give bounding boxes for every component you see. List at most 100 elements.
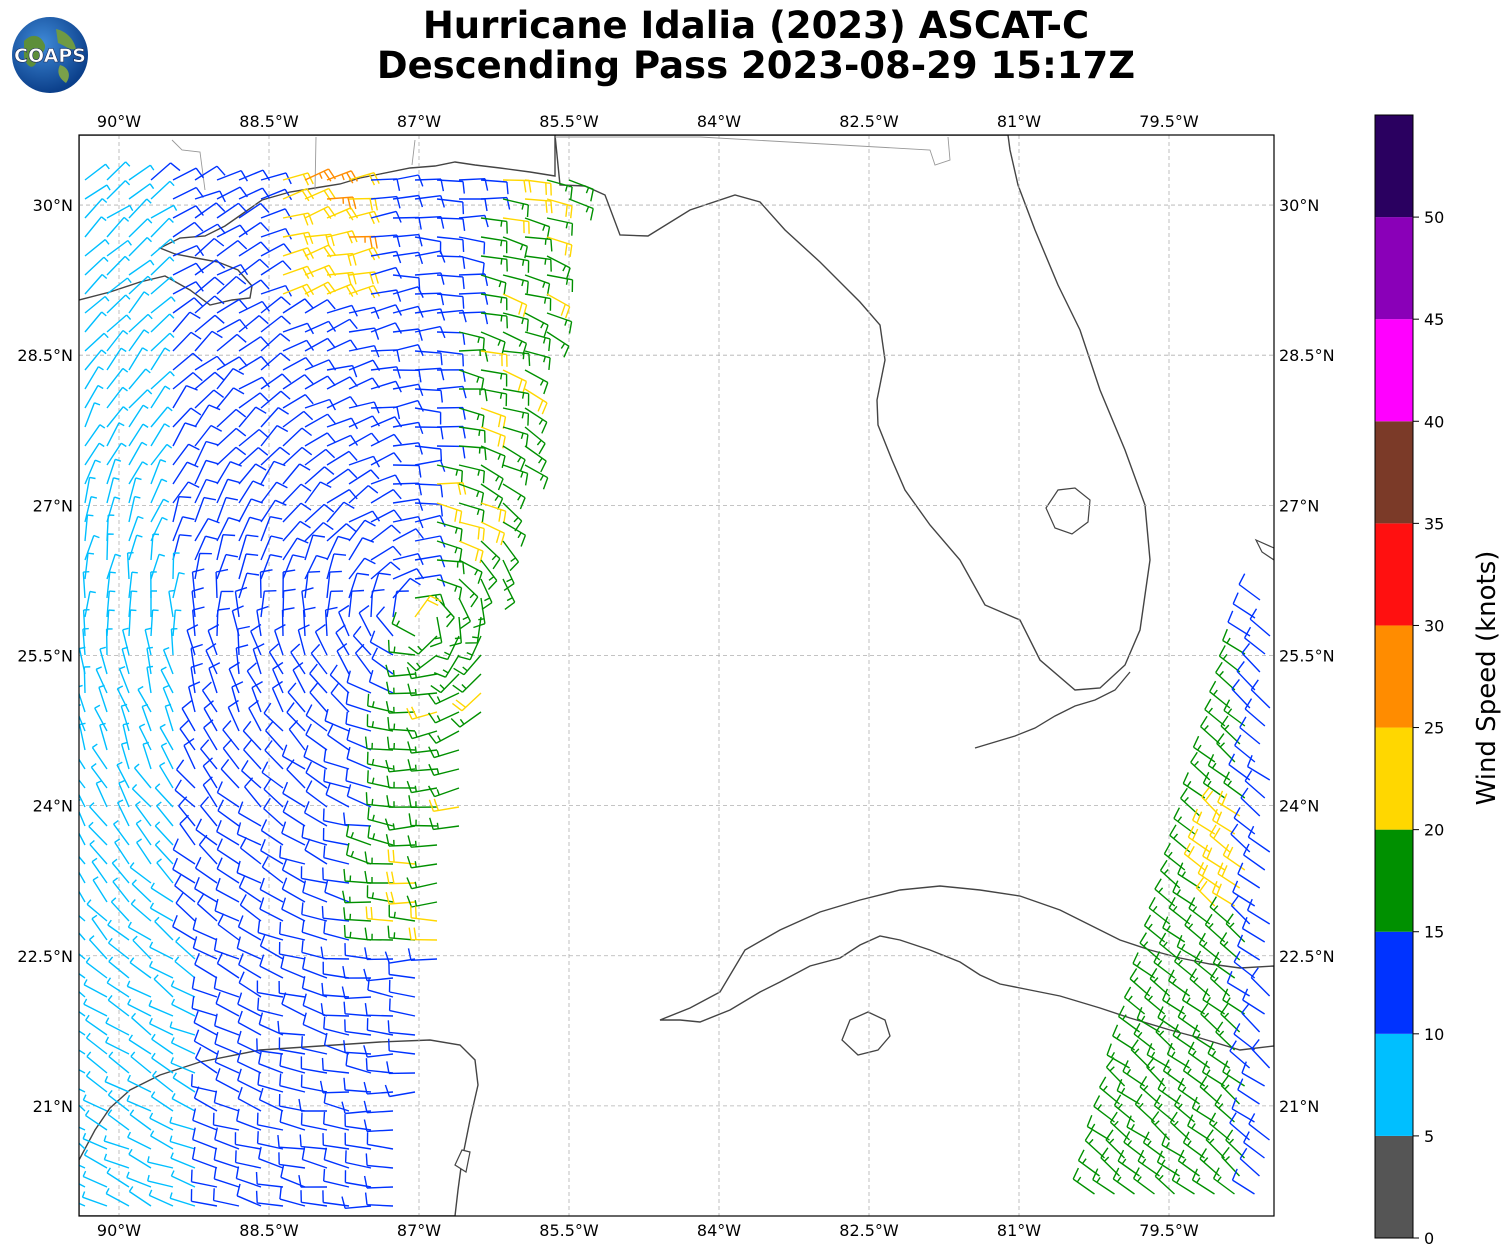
wind-barb [1244, 770, 1266, 799]
wind-barb [392, 216, 422, 230]
wind-barb [160, 742, 174, 770]
wind-barb [216, 478, 240, 504]
wind-barb [326, 170, 359, 184]
wind-barb [436, 217, 466, 231]
wind-barb [216, 202, 248, 219]
wind-barb [524, 331, 551, 352]
wind-barb [546, 312, 573, 334]
wind-barb [126, 552, 134, 580]
wind-barb [348, 432, 380, 447]
wind-barb [480, 559, 498, 590]
wind-barb [407, 948, 438, 961]
wind-barb [414, 535, 446, 548]
wind-barb [370, 509, 402, 523]
wind-barb [458, 559, 483, 584]
wind-barb [149, 1112, 174, 1131]
wind-barb [79, 855, 86, 865]
wind-barb [458, 635, 482, 661]
x-tick-label-top: 84°W [697, 112, 741, 131]
wind-barb [348, 557, 376, 580]
wind-barb [278, 1152, 306, 1169]
wind-barb [192, 1108, 218, 1131]
wind-barb [238, 498, 263, 523]
wind-barb [326, 468, 358, 485]
wind-barb [194, 259, 226, 276]
wind-barb [216, 367, 245, 390]
wind-barb [459, 198, 488, 212]
wind-barb [79, 1164, 86, 1169]
wind-barb [170, 1170, 196, 1188]
wind-barb [280, 956, 306, 979]
wind-barb [260, 284, 293, 297]
y-tick-label-right: 27°N [1279, 496, 1319, 515]
wind-barb [387, 717, 416, 732]
wind-barb [1200, 1003, 1221, 1033]
wind-barb [370, 349, 401, 362]
wind-barb [84, 496, 98, 523]
wind-barb [216, 333, 247, 352]
wind-barb [300, 1036, 328, 1055]
wind-barb [392, 383, 424, 397]
wind-barb [171, 998, 196, 1017]
wind-barb [216, 496, 239, 523]
wind-barb [364, 851, 394, 865]
wind-barb [414, 388, 443, 403]
wind-barb [104, 1075, 130, 1093]
wind-barb [305, 723, 328, 751]
wind-barb [458, 445, 487, 461]
wind-barb [429, 616, 443, 648]
wind-barb [300, 1112, 328, 1131]
wind-barb [408, 635, 438, 655]
x-tick-label-bottom: 90°W [97, 1221, 141, 1240]
wind-barb [237, 1068, 262, 1093]
wind-barb [257, 1072, 284, 1093]
wind-barb [367, 807, 394, 827]
wind-barb [282, 502, 312, 523]
wind-barb [222, 738, 240, 770]
wind-barb [348, 519, 376, 542]
wind-barb [1153, 1094, 1175, 1123]
wind-barb [458, 597, 472, 629]
wind-barb [127, 998, 152, 1017]
wind-barb [1093, 1095, 1115, 1123]
wind-barb [436, 521, 463, 542]
wind-barb [414, 292, 445, 306]
wind-barb [208, 662, 221, 694]
wind-barb [436, 331, 466, 345]
x-tick-label-bottom: 79.5°W [1139, 1221, 1199, 1240]
wind-barb [388, 904, 416, 922]
wind-barb [216, 408, 247, 428]
wind-barb [128, 164, 155, 181]
wind-barb [260, 296, 291, 314]
wind-barb [414, 555, 446, 568]
wind-barb [260, 481, 288, 504]
wind-barb [524, 369, 549, 395]
wind-barb [458, 426, 486, 443]
wind-barb [406, 666, 438, 680]
wind-barb [79, 972, 86, 979]
wind-barb [128, 515, 144, 542]
wind-barb [256, 605, 269, 637]
wind-barb [170, 1152, 196, 1169]
wind-barb [213, 976, 240, 998]
wind-barb [428, 692, 460, 705]
wind-barb [194, 952, 218, 979]
wind-barb [260, 227, 293, 240]
wind-barb [1246, 755, 1271, 781]
florida-coast [554, 135, 1151, 691]
wind-barb [465, 616, 482, 644]
wind-barb [260, 208, 293, 220]
wind-barb [194, 535, 218, 561]
wind-barb [282, 483, 312, 504]
wind-barb [392, 274, 421, 290]
wind-barb [216, 318, 248, 333]
wind-barb [172, 331, 202, 352]
wind-barb [192, 606, 205, 637]
wind-barb [277, 1020, 306, 1036]
wind-barb [216, 553, 239, 580]
wind-barb [524, 407, 548, 434]
wind-barb [89, 802, 108, 827]
wind-barb [322, 827, 350, 846]
wind-barb [458, 236, 486, 255]
wind-barb [106, 458, 122, 485]
